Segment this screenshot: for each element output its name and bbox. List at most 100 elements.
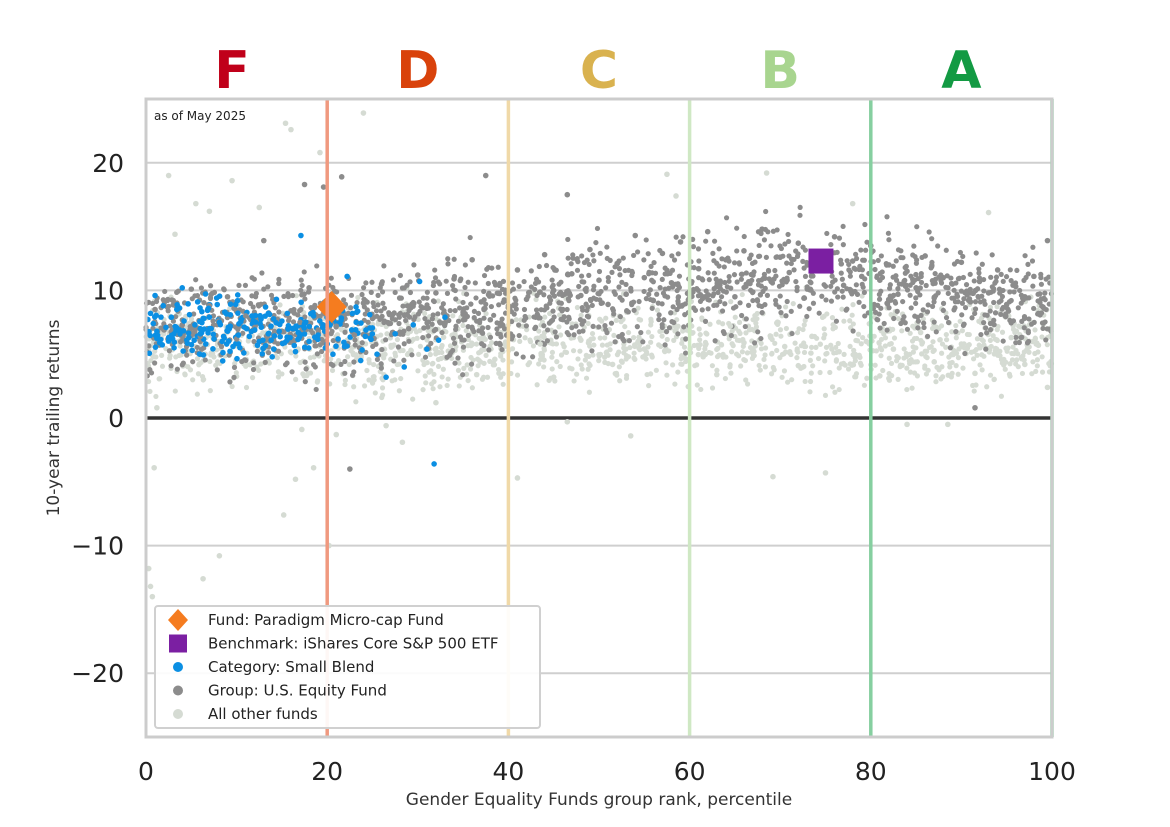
density-point-group [742,323,748,330]
data-point [383,374,389,380]
data-point [759,226,765,232]
density-point-group [692,307,699,313]
density-point-group [512,295,518,301]
density-point-group [750,297,756,304]
density-point-other [929,325,936,332]
density-point-group [700,277,706,283]
density-point-category [257,312,263,319]
density-point-group [231,374,237,380]
density-point-group [420,295,426,301]
density-point-other [435,298,441,304]
density-point-other [194,391,200,397]
density-point-group [201,300,207,306]
density-point-other [872,362,878,368]
density-point-other [444,382,450,389]
density-point-group [871,301,877,307]
density-point-group [250,366,257,373]
density-point-other [762,345,769,351]
data-point [202,341,209,347]
density-point-other [1007,373,1013,379]
density-point-group [844,306,850,312]
density-point-other [625,329,632,336]
density-point-group [712,338,718,344]
density-point-group [1039,320,1046,326]
density-point-group [249,275,255,281]
density-point-group [525,290,532,296]
density-point-group [763,208,769,215]
density-point-other [695,352,701,358]
density-point-category [151,314,158,320]
density-point-other [460,322,466,329]
density-point-other [802,317,808,323]
density-point-other [707,321,713,327]
density-point-group [299,282,305,289]
density-point-other [998,393,1005,399]
data-point [147,583,154,590]
data-point [353,319,359,326]
density-point-other [233,370,239,376]
density-point-group [1029,258,1036,264]
density-point-group [793,278,799,285]
density-point-other [427,351,433,358]
density-point-other [500,381,506,387]
density-point-group [673,234,679,240]
density-point-other [773,331,779,337]
density-point-other [722,375,728,382]
density-point-group [733,304,739,310]
density-point-other [691,342,697,349]
density-point-group [258,301,264,307]
density-point-group [774,227,780,233]
x-axis-label: Gender Equality Funds group rank, percen… [406,790,792,810]
density-point-group [486,347,492,353]
data-point [967,299,974,305]
density-point-other [648,371,654,377]
density-point-other [422,310,428,317]
density-point-other [769,351,775,357]
density-point-category [301,331,308,337]
density-point-group [734,279,740,285]
density-point-group [802,273,809,279]
density-point-other [159,363,166,369]
density-point-other [585,366,591,372]
density-point-group [711,238,718,244]
density-point-other [907,360,913,367]
data-point [254,342,261,349]
density-point-group [218,343,225,350]
density-point-other [524,327,530,333]
density-point-other [697,331,703,338]
density-point-other [469,385,475,391]
density-point-group [312,302,318,309]
density-point-other [897,364,903,370]
density-point-group [528,268,534,274]
density-point-group [844,258,850,264]
density-point-group [647,287,653,293]
data-point [360,300,367,306]
density-point-group [951,287,957,293]
density-point-other [807,357,813,363]
density-point-group [319,348,325,355]
density-point-other [1018,354,1024,360]
density-point-group [929,259,935,266]
density-point-group [435,279,441,285]
density-point-other [938,376,944,382]
density-point-group [890,263,896,269]
legend-label: Group: U.S. Equity Fund [208,682,387,700]
density-point-other [574,371,580,377]
density-point-group [960,274,966,281]
density-point-group [282,362,289,368]
density-point-other [649,333,655,340]
density-point-group [628,288,634,294]
density-point-group [428,340,434,346]
data-point [777,254,783,261]
density-point-group [193,277,199,283]
density-point-other [438,344,444,351]
density-point-group [565,255,571,261]
density-point-group [403,317,409,324]
density-point-other [769,336,775,343]
density-point-group [523,323,529,329]
density-point-other [716,319,722,325]
density-point-group [643,296,649,302]
density-point-group [177,339,184,345]
density-point-group [451,287,457,293]
